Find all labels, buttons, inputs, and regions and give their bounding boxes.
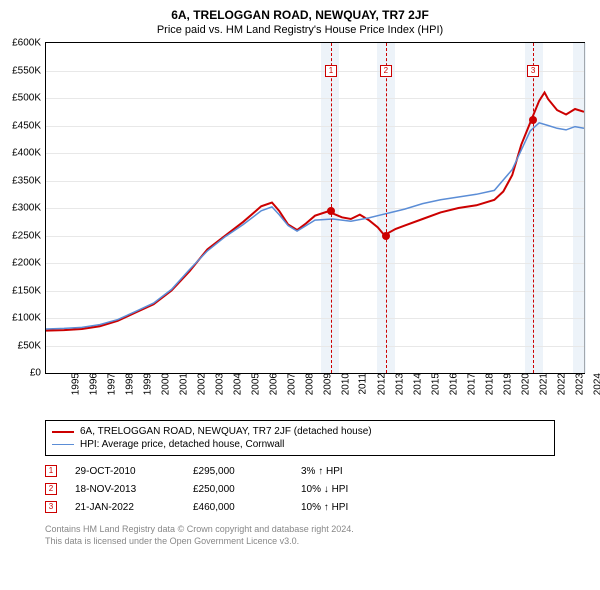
y-axis-label: £350K (1, 175, 41, 186)
marker-dot (529, 116, 537, 124)
x-axis-label: 2007 (286, 373, 297, 395)
marker-dot (382, 232, 390, 240)
chart-lines-svg (46, 43, 584, 373)
x-axis-label: 2023 (574, 373, 585, 395)
chart-plot-area: £0£50K£100K£150K£200K£250K£300K£350K£400… (45, 42, 585, 374)
y-axis-label: £150K (1, 285, 41, 296)
x-axis-label: 2003 (214, 373, 225, 395)
sales-date: 21-JAN-2022 (75, 502, 175, 513)
y-axis-label: £200K (1, 258, 41, 269)
x-axis-label: 2010 (340, 373, 351, 395)
legend-label-property: 6A, TRELOGGAN ROAD, NEWQUAY, TR7 2JF (de… (80, 426, 372, 437)
marker-index-box: 3 (527, 65, 539, 77)
x-axis-label: 2006 (268, 373, 279, 395)
legend-swatch-hpi (52, 444, 74, 445)
sales-date: 29-OCT-2010 (75, 466, 175, 477)
legend-box: 6A, TRELOGGAN ROAD, NEWQUAY, TR7 2JF (de… (45, 420, 555, 456)
sales-index-box: 2 (45, 483, 57, 495)
sales-index-box: 1 (45, 465, 57, 477)
x-axis-label: 2002 (196, 373, 207, 395)
x-axis-label: 2020 (520, 373, 531, 395)
legend-swatch-property (52, 431, 74, 433)
chart-subtitle: Price paid vs. HM Land Registry's House … (0, 22, 600, 42)
x-axis-label: 1999 (142, 373, 153, 395)
x-axis-label: 2024 (592, 373, 600, 395)
sales-pct: 3% ↑ HPI (301, 466, 401, 477)
x-axis-label: 2008 (304, 373, 315, 395)
y-axis-label: £300K (1, 203, 41, 214)
legend-item-hpi: HPI: Average price, detached house, Corn… (52, 438, 548, 451)
sales-row: 2 18-NOV-2013 £250,000 10% ↓ HPI (45, 480, 555, 498)
x-axis-label: 1998 (124, 373, 135, 395)
marker-line (386, 43, 387, 373)
marker-index-box: 1 (325, 65, 337, 77)
footer-line-1: Contains HM Land Registry data © Crown c… (45, 524, 555, 536)
marker-index-box: 2 (380, 65, 392, 77)
footer-line-2: This data is licensed under the Open Gov… (45, 536, 555, 548)
x-axis-label: 2022 (556, 373, 567, 395)
x-axis-label: 2021 (538, 373, 549, 395)
sales-index-box: 3 (45, 501, 57, 513)
x-axis-label: 1996 (88, 373, 99, 395)
x-axis-label: 2015 (430, 373, 441, 395)
y-axis-label: £0 (1, 368, 41, 379)
y-axis-label: £600K (1, 38, 41, 49)
sales-table: 1 29-OCT-2010 £295,000 3% ↑ HPI 2 18-NOV… (45, 462, 555, 516)
y-axis-label: £500K (1, 93, 41, 104)
sales-price: £460,000 (193, 502, 283, 513)
x-axis-label: 1997 (106, 373, 117, 395)
y-axis-label: £550K (1, 65, 41, 76)
x-axis-label: 2004 (232, 373, 243, 395)
x-axis-label: 1995 (70, 373, 81, 395)
sales-price: £295,000 (193, 466, 283, 477)
sales-row: 3 21-JAN-2022 £460,000 10% ↑ HPI (45, 498, 555, 516)
x-axis-label: 2009 (322, 373, 333, 395)
chart-title: 6A, TRELOGGAN ROAD, NEWQUAY, TR7 2JF (0, 0, 600, 22)
sales-pct: 10% ↑ HPI (301, 502, 401, 513)
legend-label-hpi: HPI: Average price, detached house, Corn… (80, 439, 284, 450)
x-axis-label: 2000 (160, 373, 171, 395)
sales-price: £250,000 (193, 484, 283, 495)
x-axis-label: 2005 (250, 373, 261, 395)
marker-dot (327, 207, 335, 215)
x-axis-label: 2014 (412, 373, 423, 395)
y-axis-label: £50K (1, 340, 41, 351)
x-axis-label: 2018 (484, 373, 495, 395)
marker-line (533, 43, 534, 373)
footer-attribution: Contains HM Land Registry data © Crown c… (45, 524, 555, 547)
series-line-hpi (46, 123, 584, 329)
x-axis-label: 2019 (502, 373, 513, 395)
sales-row: 1 29-OCT-2010 £295,000 3% ↑ HPI (45, 462, 555, 480)
x-axis-label: 2012 (376, 373, 387, 395)
x-axis-label: 2016 (448, 373, 459, 395)
sales-date: 18-NOV-2013 (75, 484, 175, 495)
x-axis-labels: 1995 1996 1997 1998 1999 2000 2001 2002 2003 2004… (45, 374, 585, 414)
x-axis-label: 2017 (466, 373, 477, 395)
y-axis-label: £450K (1, 120, 41, 131)
x-axis-label: 2011 (358, 373, 369, 395)
x-axis-label: 2013 (394, 373, 405, 395)
y-axis-label: £100K (1, 313, 41, 324)
x-axis-label: 2001 (178, 373, 189, 395)
legend-item-property: 6A, TRELOGGAN ROAD, NEWQUAY, TR7 2JF (de… (52, 425, 548, 438)
sales-pct: 10% ↓ HPI (301, 484, 401, 495)
series-line-property (46, 93, 584, 331)
y-axis-label: £250K (1, 230, 41, 241)
y-axis-label: £400K (1, 148, 41, 159)
